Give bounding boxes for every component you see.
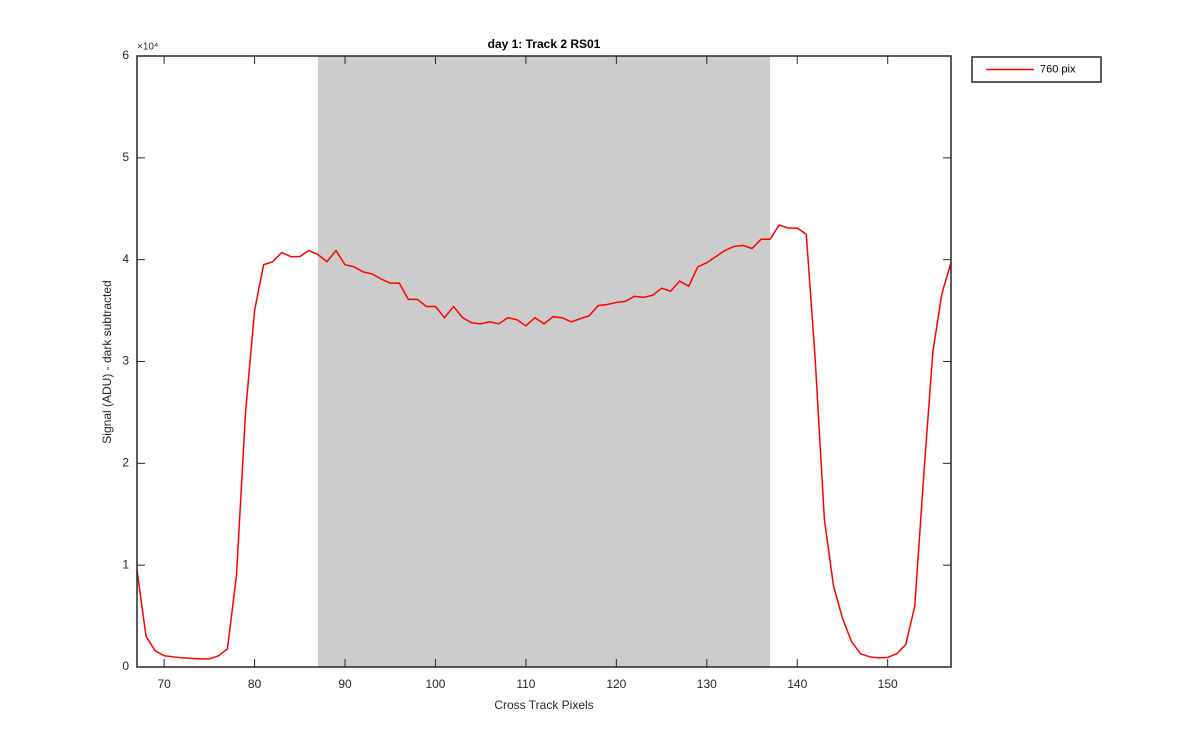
y-axis-label: Signal (ADU) - dark subtracted xyxy=(100,280,114,443)
data-line xyxy=(136,224,952,660)
y-tick-label: 6 xyxy=(122,48,129,62)
x-tick-label: 140 xyxy=(787,677,807,691)
x-tick-label: 130 xyxy=(697,677,717,691)
y-tick-label: 1 xyxy=(122,557,129,571)
x-tick-label: 90 xyxy=(338,677,352,691)
shaded-span xyxy=(317,56,771,667)
y-tick-label: 0 xyxy=(122,659,129,673)
x-tick-label: 80 xyxy=(248,677,262,691)
x-tick-label: 120 xyxy=(606,677,626,691)
x-tick-label: 70 xyxy=(157,677,171,691)
y-tick-label: 3 xyxy=(122,354,129,368)
y-tick-label: 4 xyxy=(122,252,129,266)
x-tick-label: 100 xyxy=(425,677,445,691)
x-tick-label: 150 xyxy=(878,677,898,691)
x-axis-label: Cross Track Pixels xyxy=(494,698,593,712)
y-multiplier: ×10⁴ xyxy=(137,42,158,53)
chart-title: day 1: Track 2 RS01 xyxy=(488,37,601,51)
x-tick-label: 110 xyxy=(516,677,535,691)
y-tick-label: 5 xyxy=(122,150,129,164)
legend-label: 760 pix xyxy=(1040,63,1076,75)
y-tick-label: 2 xyxy=(122,456,129,470)
